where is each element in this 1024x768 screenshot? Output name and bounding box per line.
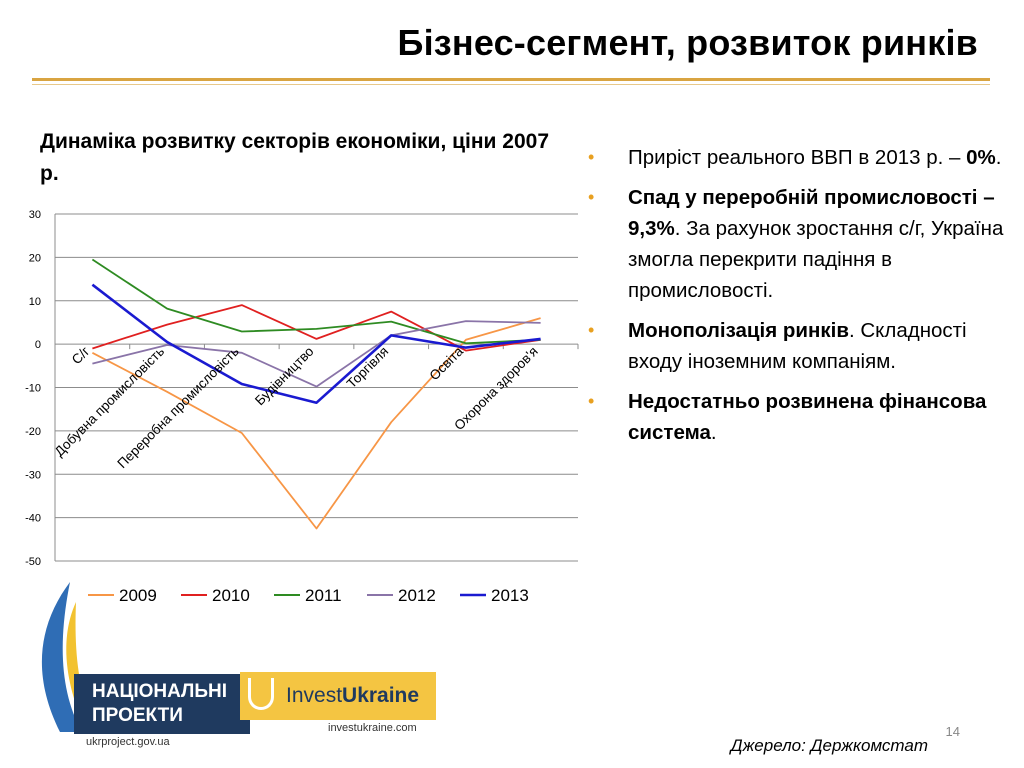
national-projects-logo: НАЦІОНАЛЬНІ ПРОЕКТИ ukrproject.gov.ua — [30, 582, 250, 748]
bullet-text: Приріст реального ВВП в 2013 р. – — [628, 146, 967, 169]
bullet-text: . — [710, 421, 717, 444]
bullet-bold-text: Недостатньо розвинена фінансова система — [628, 390, 987, 444]
legend-label: 2013 — [491, 586, 529, 605]
series-line-2013 — [91, 283, 541, 404]
series-line-2011 — [91, 258, 541, 345]
national-projects-url[interactable]: ukrproject.gov.ua — [86, 736, 170, 748]
page-number: 14 — [945, 724, 960, 739]
series-line-2010 — [92, 304, 541, 352]
bullet-icon: • — [588, 320, 595, 340]
legend-label: 2010 — [212, 586, 250, 605]
bullet-text: . — [995, 146, 1002, 169]
y-tick-label: 20 — [29, 252, 41, 264]
invest-ukraine-wordmark: InvestUkraine — [286, 684, 419, 708]
y-tick-label: -40 — [25, 513, 41, 525]
y-tick-label: -10 — [25, 383, 41, 395]
y-tick-label: -50 — [25, 556, 41, 568]
category-label: Переробна промисловість — [114, 344, 241, 471]
category-label: Освіта — [426, 343, 466, 383]
slide-title: Бізнес-сегмент, розвиток ринків — [397, 22, 978, 63]
series-line-2009 — [91, 317, 541, 530]
legend-label: 2011 — [305, 586, 342, 605]
invest-word: Invest — [286, 684, 343, 707]
national-projects-line2: ПРОЕКТИ — [92, 705, 183, 726]
legend-label: 2009 — [119, 586, 157, 605]
u-letter-icon — [248, 678, 274, 710]
ukraine-word: Ukraine — [342, 684, 420, 707]
chart-heading: Динаміка розвитку секторів економіки, ці… — [40, 130, 550, 185]
invest-ukraine-url[interactable]: investukraine.com — [328, 722, 417, 734]
source-note: Джерело: Держкомстат — [730, 736, 928, 755]
bullet-text: . Складності входу іноземним компаніям. — [628, 319, 967, 373]
flame-icon — [41, 582, 96, 732]
y-tick-label: 10 — [29, 296, 41, 308]
bullet-bold-text: Спад у переробній промисловості – 9,3% — [628, 186, 995, 240]
bullet-item: • Приріст реального ВВП в 2013 р. – 0%. — [588, 142, 1008, 173]
bullet-bold-text: 0% — [966, 146, 996, 169]
bullet-icon: • — [588, 147, 595, 167]
legend-label: 2012 — [398, 586, 436, 605]
bullet-item: • Недостатньо розвинена фінансова система… — [588, 386, 1008, 448]
category-label: Будівництво — [252, 344, 317, 409]
bullet-icon: • — [588, 187, 595, 207]
bullet-list: • Приріст реального ВВП в 2013 р. – 0%. • С… — [588, 142, 1008, 457]
national-projects-badge: НАЦІОНАЛЬНІ ПРОЕКТИ — [74, 674, 250, 734]
invest-ukraine-logo: InvestUkraine investukraine.com — [240, 672, 440, 742]
bullet-item: • Спад у переробній промисловості – 9,3%.… — [588, 182, 1008, 306]
bullet-item: • Монополізація ринків. Складності входу … — [588, 315, 1008, 377]
bullet-text: . За рахунок зростання с/г, Україна змог… — [628, 217, 1004, 302]
series-line-2012 — [92, 320, 541, 388]
y-tick-label: -30 — [25, 469, 41, 481]
bullet-icon: • — [588, 391, 595, 411]
y-tick-label: 30 — [29, 209, 41, 221]
title-underline — [32, 78, 990, 81]
category-label: Охорона здоров'я — [451, 344, 540, 433]
y-tick-label: 0 — [35, 339, 41, 351]
category-label: С/г — [69, 344, 93, 368]
bullet-bold-text: Монополізація ринків — [628, 319, 849, 342]
y-tick-label: -20 — [25, 426, 41, 438]
title-underline-thin — [32, 84, 990, 85]
national-projects-line1: НАЦІОНАЛЬНІ — [92, 681, 228, 702]
